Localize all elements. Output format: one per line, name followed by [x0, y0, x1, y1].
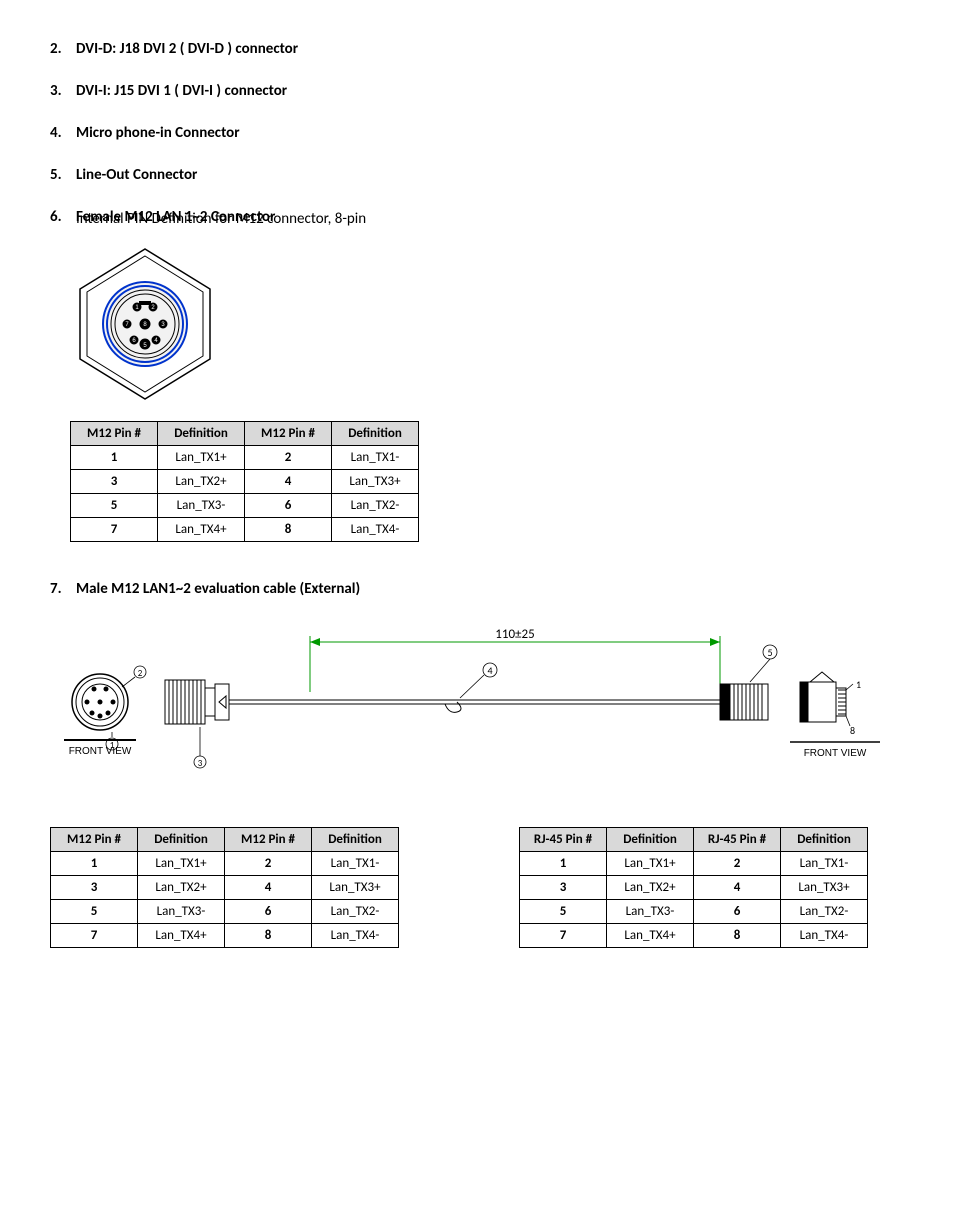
section-4-heading: 4. Micro phone-in Connector: [50, 124, 904, 142]
svg-text:8: 8: [850, 724, 855, 737]
dimension-label: 110±25: [495, 627, 534, 642]
col-definition2: Definition: [781, 828, 868, 852]
section-2-title: DVI-D: J18 DVI 2 ( DVI-D ) connector: [76, 40, 298, 58]
table-row: 5 Lan_TX3- 6 Lan_TX2-: [71, 494, 419, 518]
col-definition2: Definition: [312, 828, 399, 852]
section-6-subtitle: Internal PIN Definition for M12 connecto…: [76, 210, 904, 228]
col-rj45pin2: RJ-45 Pin #: [694, 828, 781, 852]
col-m12pin2: M12 Pin #: [225, 828, 312, 852]
section-7-num: 7.: [50, 580, 76, 598]
cable-svg: 110±25 FRONT VIEW 1 2 3: [50, 622, 904, 792]
table-row: 7 Lan_TX4+ 8 Lan_TX4-: [51, 924, 399, 948]
table-row: 1 Lan_TX1+ 2 Lan_TX1-: [520, 852, 868, 876]
section-4-num: 4.: [50, 124, 76, 142]
section-4-title: Micro phone-in Connector: [76, 124, 240, 142]
m12-connector-svg: 1 2 3 4 5 6 7 8: [70, 244, 220, 404]
section-2-num: 2.: [50, 40, 76, 58]
cable-diagram: 110±25 FRONT VIEW 1 2 3: [50, 622, 904, 797]
section-5-num: 5.: [50, 166, 76, 184]
table-row: 7 Lan_TX4+ 8 Lan_TX4-: [520, 924, 868, 948]
section-3-num: 3.: [50, 82, 76, 100]
front-view-right: FRONT VIEW: [804, 748, 867, 759]
section-7-title: Male M12 LAN1~2 evaluation cable (Extern…: [76, 580, 360, 598]
rj45-pin-table: RJ-45 Pin # Definition RJ-45 Pin # Defin…: [519, 827, 868, 948]
col-definition2: Definition: [332, 422, 419, 446]
table-row: 3 Lan_TX2+ 4 Lan_TX3+: [520, 876, 868, 900]
table-row: 7 Lan_TX4+ 8 Lan_TX4-: [71, 518, 419, 542]
svg-text:5: 5: [767, 646, 772, 659]
svg-text:2: 2: [138, 668, 143, 679]
table-row: 1 Lan_TX1+ 2 Lan_TX1-: [71, 446, 419, 470]
table-row: 5 Lan_TX3- 6 Lan_TX2-: [51, 900, 399, 924]
col-definition: Definition: [138, 828, 225, 852]
section-2-heading: 2. DVI-D: J18 DVI 2 ( DVI-D ) connector: [50, 40, 904, 58]
section-7-heading: 7. Male M12 LAN1~2 evaluation cable (Ext…: [50, 580, 904, 598]
table-row: 1 Lan_TX1+ 2 Lan_TX1-: [51, 852, 399, 876]
svg-text:4: 4: [487, 664, 492, 677]
m12-connector-diagram: 1 2 3 4 5 6 7 8: [70, 244, 904, 409]
section-5-title: Line-Out Connector: [76, 166, 197, 184]
section-5-heading: 5. Line-Out Connector: [50, 166, 904, 184]
front-view-left: FRONT VIEW: [69, 746, 132, 757]
m12-male-pin-table: M12 Pin # Definition M12 Pin # Definitio…: [50, 827, 399, 948]
section-6-num: 6.: [50, 208, 76, 226]
col-m12pin: M12 Pin #: [71, 422, 158, 446]
table-row: 3 Lan_TX2+ 4 Lan_TX3+: [51, 876, 399, 900]
col-m12pin: M12 Pin #: [51, 828, 138, 852]
section-3-title: DVI-I: J15 DVI 1 ( DVI-I ) connector: [76, 82, 287, 100]
col-definition: Definition: [607, 828, 694, 852]
table-row: 3 Lan_TX2+ 4 Lan_TX3+: [71, 470, 419, 494]
table-row: 5 Lan_TX3- 6 Lan_TX2-: [520, 900, 868, 924]
tables-row: M12 Pin # Definition M12 Pin # Definitio…: [50, 827, 904, 948]
col-rj45pin: RJ-45 Pin #: [520, 828, 607, 852]
svg-text:1: 1: [856, 678, 861, 691]
section-3-heading: 3. DVI-I: J15 DVI 1 ( DVI-I ) connector: [50, 82, 904, 100]
svg-text:1: 1: [110, 740, 115, 751]
col-m12pin2: M12 Pin #: [245, 422, 332, 446]
svg-text:3: 3: [198, 758, 203, 769]
col-definition: Definition: [158, 422, 245, 446]
m12-female-pin-table: M12 Pin # Definition M12 Pin # Definitio…: [70, 421, 419, 542]
